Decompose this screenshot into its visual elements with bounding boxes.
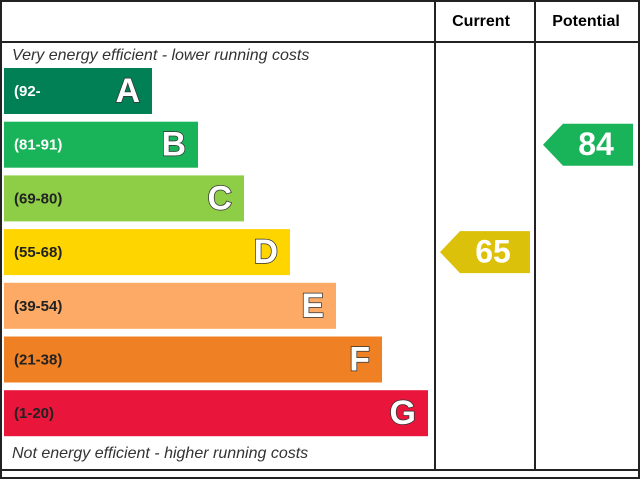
potential-header: Potential [552, 13, 620, 30]
band-bar [4, 390, 428, 437]
potential-arrow [543, 123, 633, 166]
band-letter: B [161, 126, 186, 164]
band-bar [4, 175, 244, 222]
band-bar [4, 229, 290, 276]
current-header: Current [452, 13, 510, 30]
current-score: 65 [475, 234, 511, 270]
bottom-note: Not energy efficient - higher running co… [12, 445, 308, 462]
band-bar [4, 336, 382, 383]
band-range: (39-54) [14, 298, 62, 315]
band-bar [4, 121, 198, 168]
band-range: (92- [14, 83, 41, 100]
band-bar [4, 68, 152, 114]
band-letter: A [115, 72, 140, 110]
band-bar [4, 282, 336, 329]
band-letter: C [207, 179, 232, 217]
potential-score: 84 [578, 126, 614, 162]
top-note: Very energy efficient - lower running co… [12, 47, 309, 64]
band-letter: G [390, 394, 416, 432]
band-letter: D [253, 233, 278, 271]
band-range: (55-68) [14, 244, 62, 261]
band-range: (1-20) [14, 405, 54, 422]
band-range: (21-38) [14, 351, 62, 368]
band-range: (69-80) [14, 190, 62, 207]
band-range: (81-91) [14, 137, 62, 154]
current-arrow [440, 231, 530, 274]
band-letter: E [301, 287, 324, 325]
band-letter: F [349, 340, 370, 378]
